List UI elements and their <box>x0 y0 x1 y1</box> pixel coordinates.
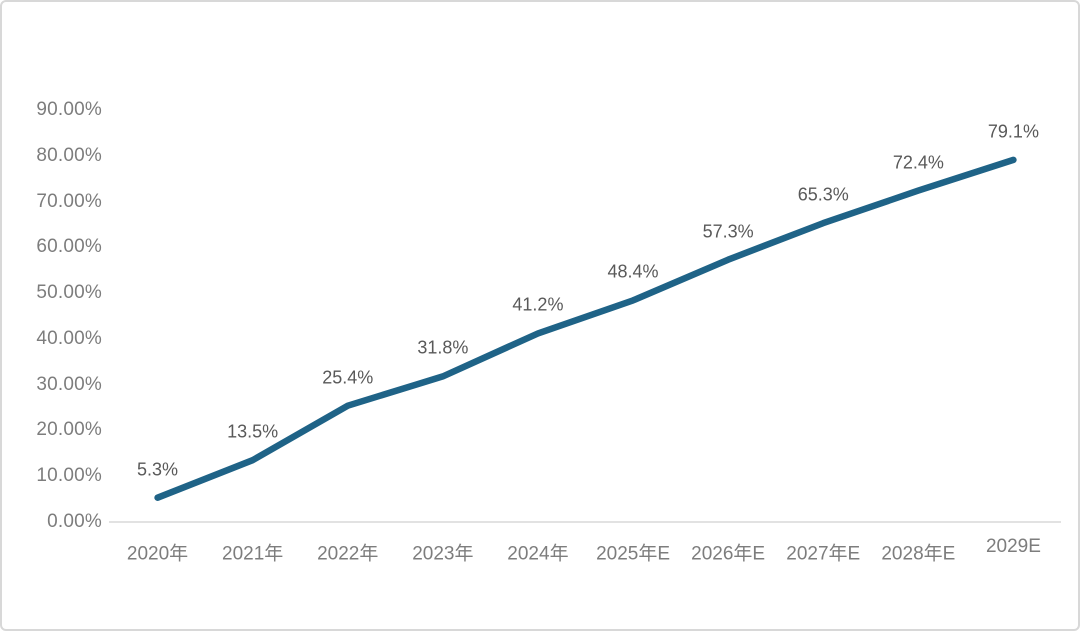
series-line <box>154 156 1017 501</box>
